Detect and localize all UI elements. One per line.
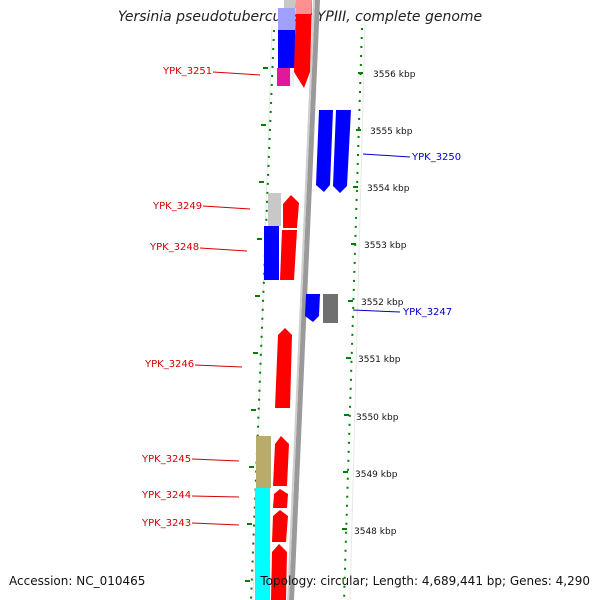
callout-line-ypk3243 (191, 522, 240, 526)
tick-label-3554: 3554 kbp (367, 184, 410, 194)
gene-arrow-red-top (294, 0, 312, 88)
scale-ticks-left (245, 67, 268, 582)
band-edge-right (349, 24, 366, 600)
gene-callouts-left: YPK_3251 YPK_3249 YPK_3248 YPK_3246 YPK_… (141, 66, 261, 529)
tick-label-3556: 3556 kbp (373, 70, 416, 80)
callout-line-ypk3244 (191, 495, 240, 498)
gene-arrow-red-3244 (273, 489, 288, 508)
genome-backbone-shadow (287, 0, 315, 600)
gene-label-ypk3248[interactable]: YPK_3248 (149, 242, 199, 253)
gene-arrow-red-top-hl (296, 0, 312, 14)
gene-arrow-red-3245 (273, 436, 289, 486)
callout-line-ypk3246 (194, 364, 243, 368)
gene-label-ypk3250[interactable]: YPK_3250 (411, 152, 461, 163)
gene-arrow-red-3249 (283, 195, 299, 228)
gene-label-ypk3246[interactable]: YPK_3246 (144, 359, 194, 370)
tick-label-3555: 3555 kbp (370, 127, 413, 137)
gene-arrow-red-bottom (271, 544, 287, 600)
gene-label-ypk3244[interactable]: YPK_3244 (141, 490, 191, 501)
genome-backbone (289, 0, 320, 600)
tick-labels: 3556 kbp 3555 kbp 3554 kbp 3553 kbp 3552… (354, 70, 416, 537)
gene-label-ypk3247[interactable]: YPK_3247 (402, 307, 452, 318)
gene-callouts-right: YPK_3250 YPK_3247 (352, 152, 461, 318)
gene-label-ypk3251[interactable]: YPK_3251 (162, 66, 212, 77)
callout-line-ypk3249 (202, 205, 251, 210)
gene-arrow-ypk3250-b (333, 110, 351, 193)
callout-line-ypk3251 (212, 71, 261, 76)
callout-line-ypk3245 (191, 458, 240, 462)
gene-arrow-ypk3250-a (316, 110, 333, 192)
tick-label-3550: 3550 kbp (356, 413, 399, 423)
tick-label-3553: 3553 kbp (364, 241, 407, 251)
gene-arrow-red-3243 (272, 510, 288, 542)
gene-block-gray-top (284, 0, 297, 8)
gene-block-white-chip (290, 68, 294, 86)
accession-label: Accession: NC_010465 (9, 574, 146, 588)
scale-ticks-right (342, 72, 363, 530)
gene-arrow-ypk3247-blue (305, 294, 320, 322)
gene-block-magenta (277, 68, 290, 86)
gene-block-blue-top-hl (278, 8, 295, 30)
gene-arrow-red-3246 (275, 328, 292, 408)
gene-block-gray-3249 (268, 193, 281, 226)
tick-label-3551: 3551 kbp (358, 355, 401, 365)
tick-label-3549: 3549 kbp (355, 470, 398, 480)
gene-block-blue-3248 (264, 226, 279, 280)
gene-label-ypk3245[interactable]: YPK_3245 (141, 454, 191, 465)
callout-line-ypk3248 (199, 247, 248, 252)
gene-arrow-red-3248 (280, 230, 297, 280)
gene-block-cyan (255, 488, 270, 600)
callout-line-ypk3250 (362, 153, 411, 158)
gene-block-ypk3247-gray (323, 294, 338, 323)
tick-label-3552: 3552 kbp (361, 298, 404, 308)
gene-label-ypk3243[interactable]: YPK_3243 (141, 518, 191, 529)
gene-block-olive-3245 (256, 436, 271, 488)
tick-label-3548: 3548 kbp (354, 527, 397, 537)
topology-label: Topology: circular; Length: 4,689,441 bp… (260, 574, 590, 588)
callout-line-ypk3247 (352, 309, 401, 313)
gene-label-ypk3249[interactable]: YPK_3249 (152, 201, 202, 212)
